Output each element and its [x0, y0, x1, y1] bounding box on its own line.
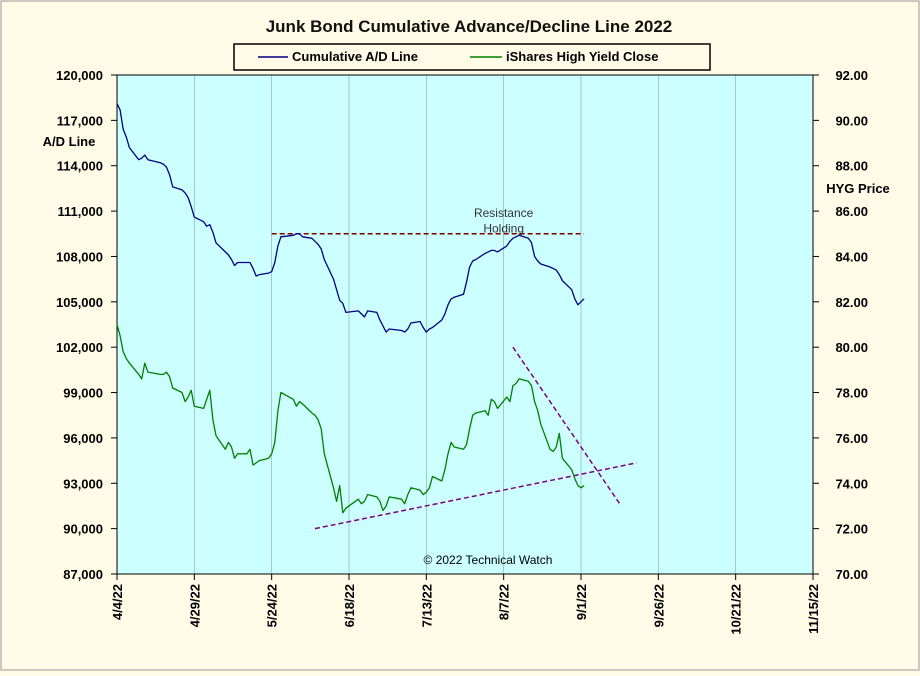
- y-tick-label-right: 88.00: [835, 159, 868, 174]
- legend-label-hyg: iShares High Yield Close: [506, 49, 658, 64]
- reference-lines: [271, 233, 637, 530]
- x-tick-label: 5/24/22: [265, 584, 280, 627]
- y-tick-label-left: 96,000: [63, 431, 103, 446]
- credit-text: © 2022 Technical Watch: [424, 553, 553, 567]
- y-tick-label-right: 84.00: [835, 249, 868, 264]
- x-tick-label: 6/18/22: [342, 584, 357, 627]
- y-tick-label-left: 90,000: [63, 522, 103, 537]
- x-tick-label: 10/21/22: [729, 584, 744, 635]
- legend-label-ad: Cumulative A/D Line: [292, 49, 418, 64]
- trendline: [314, 462, 637, 530]
- gridlines: [194, 75, 736, 574]
- y-tick-label-right: 78.00: [835, 386, 868, 401]
- y-tick-label-right: 92.00: [835, 68, 868, 83]
- series-lines: [116, 103, 585, 514]
- x-tick-label: 9/1/22: [574, 584, 589, 620]
- y-tick-label-left: 105,000: [56, 295, 103, 310]
- x-axis: 4/4/22 4/29/22 5/24/22 6/18/22 7/13/22 8/7/22…: [110, 574, 821, 635]
- y-axis-label-right: HYG Price: [826, 181, 890, 196]
- y-tick-label-left: 93,000: [63, 476, 103, 491]
- y-tick-label-right: 70.00: [835, 567, 868, 582]
- y-tick-label-left: 99,000: [63, 386, 103, 401]
- y-tick-label-left: 120,000: [56, 68, 103, 83]
- annotation-text: Holding: [483, 221, 524, 235]
- y-tick-label-left: 102,000: [56, 340, 103, 355]
- y-tick-label-right: 76.00: [835, 431, 868, 446]
- series-line-hyg: [116, 324, 585, 514]
- x-tick-label: 4/29/22: [187, 584, 202, 627]
- x-tick-label: 8/7/22: [497, 584, 512, 620]
- annotation-text: Resistance: [474, 206, 534, 220]
- y-tick-label-left: 111,000: [57, 204, 103, 219]
- y-axis-right: 70.00 72.00 74.00 76.00 78.00 80.00 82.00 84.00…: [813, 68, 868, 582]
- y-tick-label-left: 108,000: [56, 249, 103, 264]
- y-tick-label-right: 74.00: [835, 476, 868, 491]
- y-tick-label-right: 80.00: [835, 340, 868, 355]
- y-tick-label-right: 86.00: [835, 204, 868, 219]
- y-tick-label-left: 117,000: [57, 113, 103, 128]
- chart-title: Junk Bond Cumulative Advance/Decline Lin…: [266, 17, 673, 36]
- plot-area: [116, 74, 814, 575]
- y-tick-label-left: 114,000: [57, 159, 103, 174]
- y-tick-label-right: 72.00: [835, 522, 868, 537]
- x-tick-label: 4/4/22: [110, 584, 125, 620]
- series-line-ad: [116, 103, 585, 333]
- y-axis-left: 87,000 90,000 93,000 96,000 99,000 102,000 105…: [56, 68, 117, 582]
- legend: Cumulative A/D Line iShares High Yield C…: [233, 43, 711, 71]
- y-tick-label-left: 87,000: [63, 567, 103, 582]
- y-axis-label-left: A/D Line: [43, 134, 96, 149]
- x-tick-label: 7/13/22: [419, 584, 434, 627]
- trendline: [512, 346, 622, 507]
- x-tick-label: 9/26/22: [651, 584, 666, 627]
- x-tick-label: 11/15/22: [806, 584, 821, 634]
- y-tick-label-right: 90.00: [835, 113, 868, 128]
- y-tick-label-right: 82.00: [835, 295, 868, 310]
